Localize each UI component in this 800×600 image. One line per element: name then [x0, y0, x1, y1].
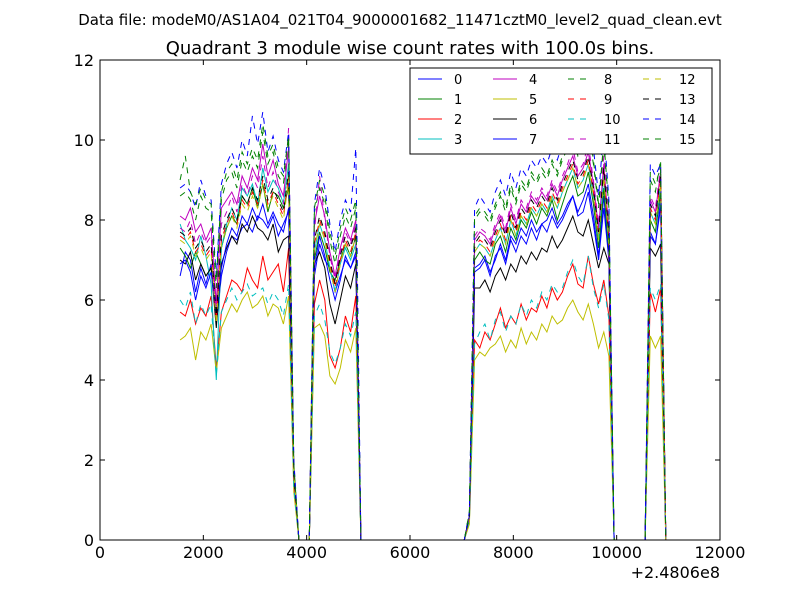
legend-label-8: 8: [604, 73, 612, 88]
series-line-5: [179, 290, 667, 540]
series-line-2: [179, 247, 667, 540]
series-line-11: [179, 127, 667, 540]
legend-label-11: 11: [604, 133, 621, 148]
series-line-8: [179, 131, 667, 540]
series-line-10: [179, 255, 667, 540]
y-tick-label: 6: [84, 291, 94, 310]
y-tick-label: 8: [84, 211, 94, 230]
y-tick-label: 0: [84, 531, 94, 550]
legend-label-7: 7: [529, 133, 537, 148]
x-tick-label: 4000: [286, 543, 327, 562]
legend-label-15: 15: [679, 133, 696, 148]
chart-title: Quadrant 3 module wise count rates with …: [166, 38, 655, 59]
x-offset-label: +2.4806e8: [631, 563, 720, 582]
series-line-7: [179, 191, 667, 540]
series-line-0: [179, 183, 667, 540]
series-line-1: [179, 171, 667, 540]
legend-label-14: 14: [679, 113, 696, 128]
x-tick-label: 8000: [493, 543, 534, 562]
legend-label-0: 0: [454, 73, 462, 88]
y-tick-label: 2: [84, 451, 94, 470]
y-tick-label: 4: [84, 371, 94, 390]
x-tick-label: 12000: [695, 543, 746, 562]
legend-label-12: 12: [679, 73, 696, 88]
y-tick-label: 10: [74, 131, 94, 150]
x-tick-label: 6000: [390, 543, 431, 562]
series-layer: [179, 111, 667, 540]
legend-label-1: 1: [454, 93, 462, 108]
legend-frame: [409, 67, 713, 155]
y-tick-label: 12: [74, 51, 94, 70]
series-line-6: [179, 214, 667, 540]
legend-label-2: 2: [454, 113, 462, 128]
chart-suptitle: Data file: modeM0/AS1A04_021T04_90000016…: [78, 11, 722, 30]
x-tick-label: 0: [95, 543, 105, 562]
legend-label-10: 10: [604, 113, 621, 128]
series-line-12: [179, 163, 667, 540]
x-tick-label: 2000: [183, 543, 224, 562]
x-tick-label: 10000: [591, 543, 642, 562]
series-line-4: [179, 143, 667, 540]
legend-label-13: 13: [679, 93, 696, 108]
legend-label-6: 6: [529, 113, 537, 128]
legend-label-4: 4: [529, 73, 537, 88]
legend-label-9: 9: [604, 93, 612, 108]
legend-label-3: 3: [454, 133, 462, 148]
legend-label-5: 5: [529, 93, 537, 108]
